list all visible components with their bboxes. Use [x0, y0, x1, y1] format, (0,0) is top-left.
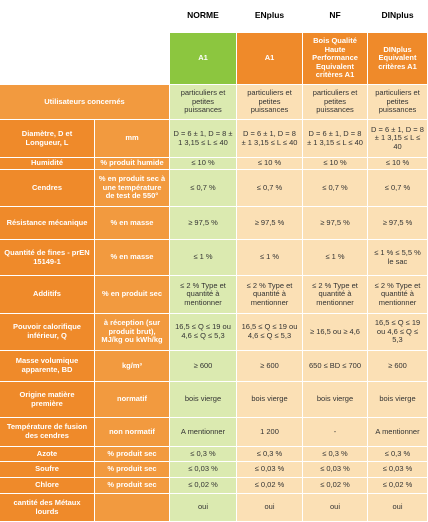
- value-cell: ≤ 0,02 %: [237, 478, 303, 494]
- value-cell: ≤ 0,03 %: [368, 462, 428, 478]
- row-label: Humidité: [0, 158, 95, 170]
- row-unit: % produit sec: [95, 478, 170, 494]
- row-unit: % en produit sec: [95, 276, 170, 314]
- value-cell: ≤ 0,3 %: [368, 447, 428, 462]
- class-cell: DINplus Equivalent critères A1: [368, 33, 428, 85]
- value-cell: ≤ 2 % Type et quantité à mentionner: [303, 276, 368, 314]
- value-cell: bois vierge: [303, 382, 368, 418]
- row-label: Chlore: [0, 478, 95, 494]
- value-cell: bois vierge: [237, 382, 303, 418]
- value-cell: -: [303, 418, 368, 447]
- value-cell: ≤ 1 %: [303, 240, 368, 276]
- value-cell: ≤ 10 %: [170, 158, 237, 170]
- row-label: Soufre: [0, 462, 95, 478]
- value-cell: 1 200: [237, 418, 303, 447]
- value-cell: ≤ 0,3 %: [170, 447, 237, 462]
- value-cell: ≤ 10 %: [237, 158, 303, 170]
- row-unit: % produit sec: [95, 462, 170, 478]
- row-unit: % en produit sec à une température de te…: [95, 170, 170, 207]
- users-cell: particuliers et petites puissances: [237, 85, 303, 120]
- value-cell: ≥ 97,5 %: [368, 207, 428, 240]
- value-cell: A mentionner: [170, 418, 237, 447]
- value-cell: ≤ 0,02 %: [303, 478, 368, 494]
- row-unit: % produit humide: [95, 158, 170, 170]
- value-cell: D = 6 ± 1, D = 8 ± 1 3,15 ≤ L ≤ 40: [170, 120, 237, 158]
- value-cell: ≤ 2 % Type et quantité à mentionner: [237, 276, 303, 314]
- row-unit: kg/m³: [95, 351, 170, 382]
- class-cell: A1: [170, 33, 237, 85]
- value-cell: bois vierge: [368, 382, 428, 418]
- value-cell: ≤ 0,02 %: [368, 478, 428, 494]
- row-unit: à réception (sur produit brut), MJ/kg ou…: [95, 314, 170, 351]
- class-cell: A1: [237, 33, 303, 85]
- row-unit: [95, 494, 170, 522]
- row-label: Additifs: [0, 276, 95, 314]
- value-cell: ≤ 2 % Type et quantité à mentionner: [368, 276, 428, 314]
- row-label: Diamètre, D et Longueur, L: [0, 120, 95, 158]
- value-cell: ≥ 600: [170, 351, 237, 382]
- value-cell: D = 6 ± 1, D = 8 ± 1 3,15 ≤ L ≤ 40: [237, 120, 303, 158]
- value-cell: ≤ 0,03 %: [303, 462, 368, 478]
- row-label: Cendres: [0, 170, 95, 207]
- row-label: Quantité de fines - prEN 15149-1: [0, 240, 95, 276]
- value-cell: oui: [368, 494, 428, 522]
- value-cell: ≤ 0,7 %: [170, 170, 237, 207]
- row-unit: mm: [95, 120, 170, 158]
- column-header: DINplus: [368, 0, 428, 33]
- value-cell: oui: [303, 494, 368, 522]
- row-label: Résistance mécanique: [0, 207, 95, 240]
- value-cell: A mentionner: [368, 418, 428, 447]
- column-header: NORME: [170, 0, 237, 33]
- row-label: Origine matière première: [0, 382, 95, 418]
- value-cell: ≤ 0,03 %: [237, 462, 303, 478]
- value-cell: ≥ 600: [237, 351, 303, 382]
- value-cell: ≤ 2 % Type et quantité à mentionner: [170, 276, 237, 314]
- row-unit: % produit sec: [95, 447, 170, 462]
- value-cell: ≤ 1 %: [170, 240, 237, 276]
- value-cell: D = 6 ± 1, D = 8 ± 1 3,15 ≤ L ≤ 40: [303, 120, 368, 158]
- row-unit: normatif: [95, 382, 170, 418]
- row-label: Température de fusion des cendres: [0, 418, 95, 447]
- row-unit: non normatif: [95, 418, 170, 447]
- value-cell: ≤ 0,7 %: [368, 170, 428, 207]
- value-cell: 650 ≤ BD ≤ 700: [303, 351, 368, 382]
- row-label: Pouvoir calorifique inférieur, Q: [0, 314, 95, 351]
- value-cell: ≤ 0,7 %: [237, 170, 303, 207]
- value-cell: oui: [237, 494, 303, 522]
- users-cell: particuliers et petites puissances: [170, 85, 237, 120]
- row-label: cantité des Métaux lourds: [0, 494, 95, 522]
- value-cell: ≥ 600: [368, 351, 428, 382]
- value-cell: 16,5 ≤ Q ≤ 19 ou 4,6 ≤ Q ≤ 5,3: [368, 314, 428, 351]
- class-cell: Bois Qualité Haute Performance Equivalen…: [303, 33, 368, 85]
- value-cell: ≥ 97,5 %: [303, 207, 368, 240]
- value-cell: ≥ 97,5 %: [237, 207, 303, 240]
- users-label: Utilisateurs concernés: [0, 85, 170, 120]
- value-cell: ≤ 0,3 %: [303, 447, 368, 462]
- value-cell: ≤ 10 %: [368, 158, 428, 170]
- value-cell: D = 6 ± 1, D = 8 ± 1 3,15 ≤ L ≤ 40: [368, 120, 428, 158]
- value-cell: ≥ 97,5 %: [170, 207, 237, 240]
- value-cell: ≤ 0,7 %: [303, 170, 368, 207]
- row-unit: % en masse: [95, 207, 170, 240]
- value-cell: 16,5 ≤ Q ≤ 19 ou 4,6 ≤ Q ≤ 5,3: [237, 314, 303, 351]
- value-cell: ≤ 0,3 %: [237, 447, 303, 462]
- value-cell: ≤ 0,03 %: [170, 462, 237, 478]
- value-cell: ≤ 10 %: [303, 158, 368, 170]
- users-cell: particuliers et petites puissances: [368, 85, 428, 120]
- value-cell: ≥ 16,5 ou ≥ 4,6: [303, 314, 368, 351]
- value-cell: ≤ 1 %: [237, 240, 303, 276]
- value-cell: ≤ 1 % ≤ 5,5 % le sac: [368, 240, 428, 276]
- value-cell: 16,5 ≤ Q ≤ 19 ou 4,6 ≤ Q ≤ 5,3: [170, 314, 237, 351]
- row-label: Masse volumique apparente, BD: [0, 351, 95, 382]
- value-cell: ≤ 0,02 %: [170, 478, 237, 494]
- value-cell: bois vierge: [170, 382, 237, 418]
- column-header: ENplus: [237, 0, 303, 33]
- column-header: NF: [303, 0, 368, 33]
- row-label: Azote: [0, 447, 95, 462]
- row-unit: % en masse: [95, 240, 170, 276]
- value-cell: oui: [170, 494, 237, 522]
- users-cell: particuliers et petites puissances: [303, 85, 368, 120]
